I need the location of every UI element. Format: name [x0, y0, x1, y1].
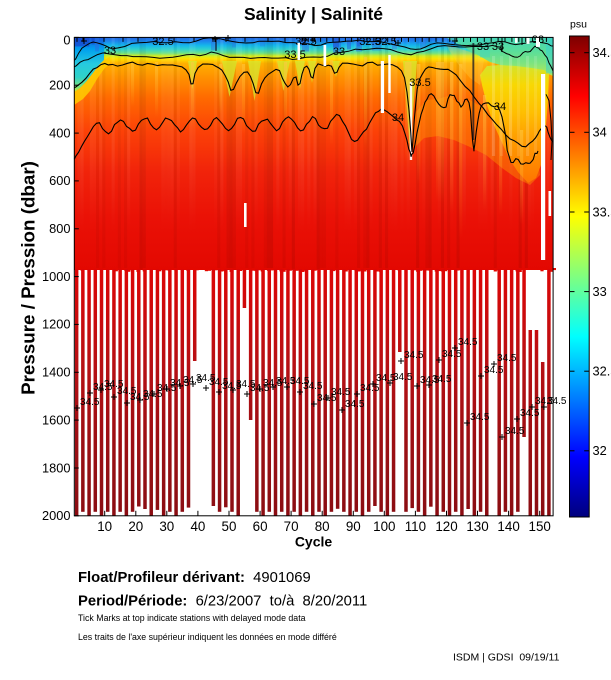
svg-text:32.5: 32.5 — [593, 364, 611, 379]
svg-text:34.5: 34.5 — [404, 350, 424, 361]
svg-text:110: 110 — [405, 519, 426, 534]
svg-text:34.5: 34.5 — [345, 399, 365, 410]
svg-text:34.5: 34.5 — [432, 374, 452, 385]
svg-text:Float/Profileur dérivant: 490: Float/Profileur dérivant: 4901069 — [78, 570, 311, 586]
svg-text:1400: 1400 — [42, 365, 70, 380]
svg-text:34.5: 34.5 — [360, 383, 380, 394]
svg-text:34.5: 34.5 — [593, 45, 611, 60]
svg-text:34.5: 34.5 — [458, 337, 478, 348]
svg-text:80: 80 — [315, 519, 330, 534]
svg-text:2000: 2000 — [42, 508, 70, 523]
svg-text:40: 40 — [190, 519, 205, 534]
svg-text:34: 34 — [593, 125, 607, 140]
svg-text:34.5: 34.5 — [331, 387, 351, 398]
svg-text:33: 33 — [492, 41, 504, 53]
svg-text:ISDM | GDSI 09/19/11: ISDM | GDSI 09/19/11 — [453, 652, 560, 664]
svg-text:90: 90 — [346, 519, 361, 534]
svg-text:10: 10 — [97, 519, 112, 534]
svg-text:1000: 1000 — [42, 269, 70, 284]
svg-text:34: 34 — [494, 101, 506, 113]
svg-text:33.5: 33.5 — [593, 204, 611, 219]
svg-text:50: 50 — [222, 519, 237, 534]
svg-text:1800: 1800 — [42, 460, 70, 475]
svg-text:400: 400 — [49, 125, 70, 140]
svg-text:34.5: 34.5 — [497, 353, 517, 364]
svg-text:34.5: 34.5 — [442, 349, 462, 360]
svg-text:34.5: 34.5 — [303, 381, 323, 392]
svg-text:600: 600 — [49, 173, 70, 188]
svg-text:20: 20 — [128, 519, 143, 534]
svg-text:34.5: 34.5 — [470, 412, 490, 423]
svg-text:33: 33 — [593, 284, 607, 299]
svg-text:200: 200 — [49, 78, 70, 93]
svg-text:1200: 1200 — [42, 317, 70, 332]
svg-text:33.5: 33.5 — [284, 49, 305, 61]
svg-text:130: 130 — [466, 519, 488, 534]
svg-text:34.5: 34.5 — [520, 408, 540, 419]
svg-text:psu: psu — [570, 19, 587, 31]
svg-text:70: 70 — [284, 519, 299, 534]
svg-text:30: 30 — [159, 519, 174, 534]
svg-text:800: 800 — [49, 221, 70, 236]
svg-text:Tick Marks at top indicate sta: Tick Marks at top indicate stations with… — [78, 613, 306, 623]
svg-text:34.5: 34.5 — [80, 397, 100, 408]
svg-text:34: 34 — [392, 112, 404, 124]
svg-text:Les traits de l'axe supérieur: Les traits de l'axe supérieur indiquent … — [78, 632, 337, 642]
svg-text:34.5: 34.5 — [505, 426, 525, 437]
svg-text:33: 33 — [104, 45, 116, 57]
svg-text:33: 33 — [477, 41, 489, 53]
svg-text:34.5: 34.5 — [393, 372, 413, 383]
svg-text:120: 120 — [435, 519, 457, 534]
svg-text:150: 150 — [529, 519, 551, 534]
svg-text:60: 60 — [253, 519, 268, 534]
svg-text:1600: 1600 — [42, 412, 70, 427]
svg-text:Period/Période: 6/23/2007 to: Period/Période: 6/23/2007 to/à 8/20/2011 — [78, 594, 367, 610]
svg-text:32: 32 — [593, 443, 607, 458]
svg-text:0: 0 — [63, 33, 70, 48]
svg-text:100: 100 — [373, 519, 395, 534]
svg-text:33: 33 — [333, 46, 345, 58]
svg-text:33.5: 33.5 — [409, 77, 430, 89]
svg-text:140: 140 — [497, 519, 519, 534]
svg-text:Salinity | Salinité: Salinity | Salinité — [244, 4, 383, 24]
svg-text:Pressure / Pression (dbar): Pressure / Pression (dbar) — [18, 161, 39, 395]
svg-text:34.5: 34.5 — [547, 396, 567, 407]
svg-text:Cycle: Cycle — [295, 534, 333, 550]
